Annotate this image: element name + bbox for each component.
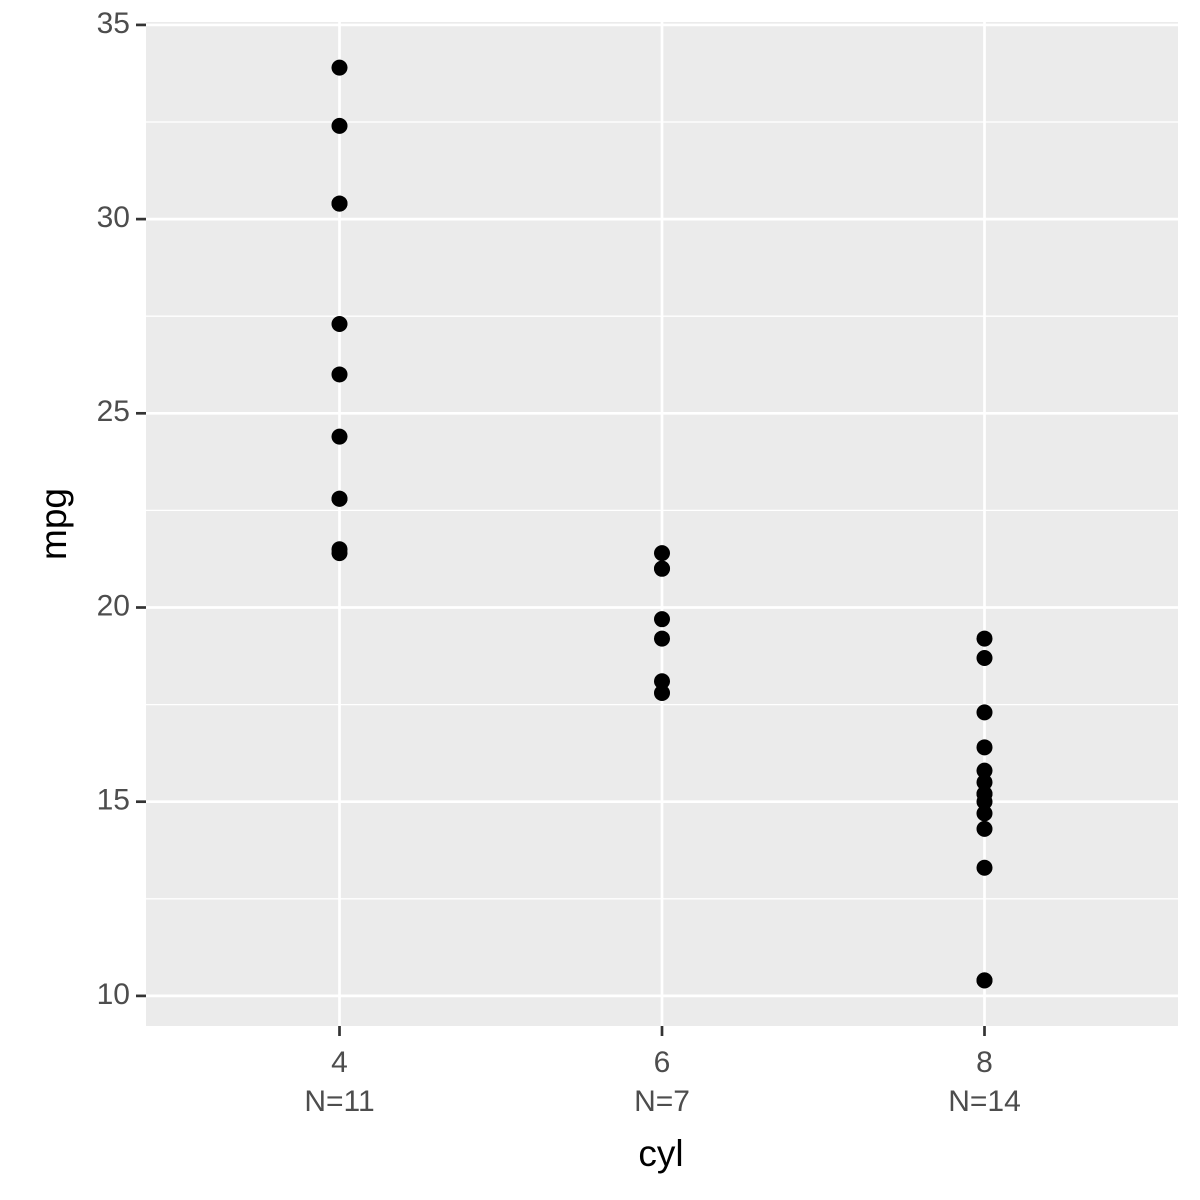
- point: [331, 315, 348, 332]
- point: [976, 820, 993, 837]
- point: [976, 704, 993, 721]
- x-tick-count: N=14: [948, 1085, 1021, 1118]
- point: [654, 630, 670, 647]
- point: [976, 793, 993, 810]
- point: [976, 739, 993, 756]
- x-tick-label: 6: [654, 1046, 671, 1079]
- point: [976, 972, 993, 989]
- point: [654, 673, 670, 690]
- point: [654, 545, 670, 562]
- point: [331, 59, 348, 76]
- y-tick-label: 30: [97, 201, 130, 234]
- x-tick-label: 8: [976, 1046, 993, 1079]
- point: [976, 649, 993, 666]
- y-tick-label: 20: [97, 589, 130, 622]
- x-tick-label: 4: [331, 1046, 348, 1079]
- point: [331, 490, 348, 507]
- point: [331, 366, 348, 383]
- point: [976, 774, 993, 791]
- point: [654, 684, 670, 701]
- point: [331, 428, 348, 445]
- y-tick-label: 10: [97, 978, 130, 1011]
- point: [331, 195, 348, 212]
- y-tick-label: 25: [97, 395, 130, 428]
- x-tick-count: N=11: [304, 1085, 374, 1118]
- point: [976, 762, 993, 779]
- y-tick-label: 35: [97, 7, 130, 40]
- y-tick-label: 15: [97, 784, 130, 817]
- point: [976, 630, 993, 647]
- point: [654, 611, 670, 628]
- point: [654, 560, 670, 577]
- point: [976, 805, 993, 822]
- point: [331, 545, 348, 562]
- y-axis-title: mpg: [33, 488, 74, 560]
- x-axis-title: cyl: [638, 1133, 683, 1174]
- point: [976, 859, 993, 876]
- x-tick-count: N=7: [634, 1085, 690, 1118]
- point: [331, 117, 348, 134]
